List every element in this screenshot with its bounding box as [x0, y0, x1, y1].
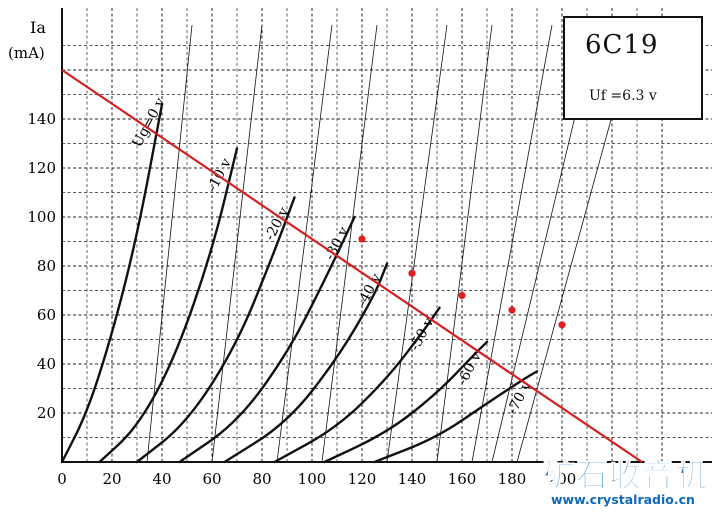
x-tick-label: 60: [202, 470, 221, 488]
x-tick-label: 100: [298, 470, 327, 488]
x-tick-label: 160: [448, 470, 477, 488]
y-tick-label: 20: [37, 404, 56, 422]
x-tick-label: 40: [152, 470, 171, 488]
tube-type-title: 6C19: [585, 30, 659, 60]
curve-6: [323, 340, 489, 464]
y-tick-label: 100: [27, 208, 56, 226]
x-tick-label: 20: [102, 470, 121, 488]
curve-label-2: -20 v: [262, 205, 293, 243]
curve-3: [178, 215, 356, 464]
tube-title-box: 6C19 Uf =6.3 v: [563, 16, 703, 120]
guide-line: [436, 24, 493, 463]
guide-line: [321, 24, 378, 463]
curve-label-0: Ug=0 v: [129, 95, 168, 150]
operating-point: [508, 306, 516, 314]
filament-voltage-subtitle: Uf =6.3 v: [589, 88, 657, 104]
load-line-segment: [61, 69, 643, 463]
x-tick-label: 0: [57, 470, 67, 488]
guide-line: [146, 24, 193, 463]
y-tick-label: 40: [37, 355, 56, 373]
x-tick-label: 120: [348, 470, 377, 488]
curve-2: [135, 196, 296, 464]
y-tick-label: 60: [37, 306, 56, 324]
curve-5: [273, 306, 441, 464]
operating-point: [408, 269, 416, 277]
guide-line: [276, 24, 333, 463]
operating-point: [558, 321, 566, 329]
y-tick-label: 80: [37, 257, 56, 275]
operating-point: [458, 291, 466, 299]
watermark-logo-text: 矿石收音机: [542, 456, 709, 495]
tick-labels: 0 20 40 60 80 100 120 140 160 180 200 20 40 60 80 100 12…: [27, 110, 576, 488]
x-tick-label: 180: [498, 470, 527, 488]
operating-points: [358, 235, 566, 329]
guide-line: [471, 24, 553, 463]
curve-label-6: -60 v: [454, 349, 485, 387]
y-tick-label: 140: [27, 110, 56, 128]
guide-line: [386, 24, 448, 463]
y-axis-label-unit: (mA): [8, 44, 45, 62]
operating-point: [358, 235, 366, 243]
x-tick-label: 200: [548, 470, 577, 488]
curve-0: [60, 103, 164, 464]
guide-line: [211, 24, 263, 463]
grid-voltage-curves: [60, 103, 539, 464]
watermark-url: www.crystalradio.cn: [551, 492, 695, 507]
curve-1: [98, 147, 239, 464]
x-tick-label: 140: [398, 470, 427, 488]
y-axis-label-ia: Ia: [30, 18, 46, 37]
load-line: [61, 69, 643, 463]
x-tick-label: 80: [252, 470, 271, 488]
curve-label-7: -70 v: [504, 379, 535, 417]
y-tick-label: 120: [27, 159, 56, 177]
curve-4: [223, 262, 389, 464]
curve-7: [373, 370, 539, 464]
